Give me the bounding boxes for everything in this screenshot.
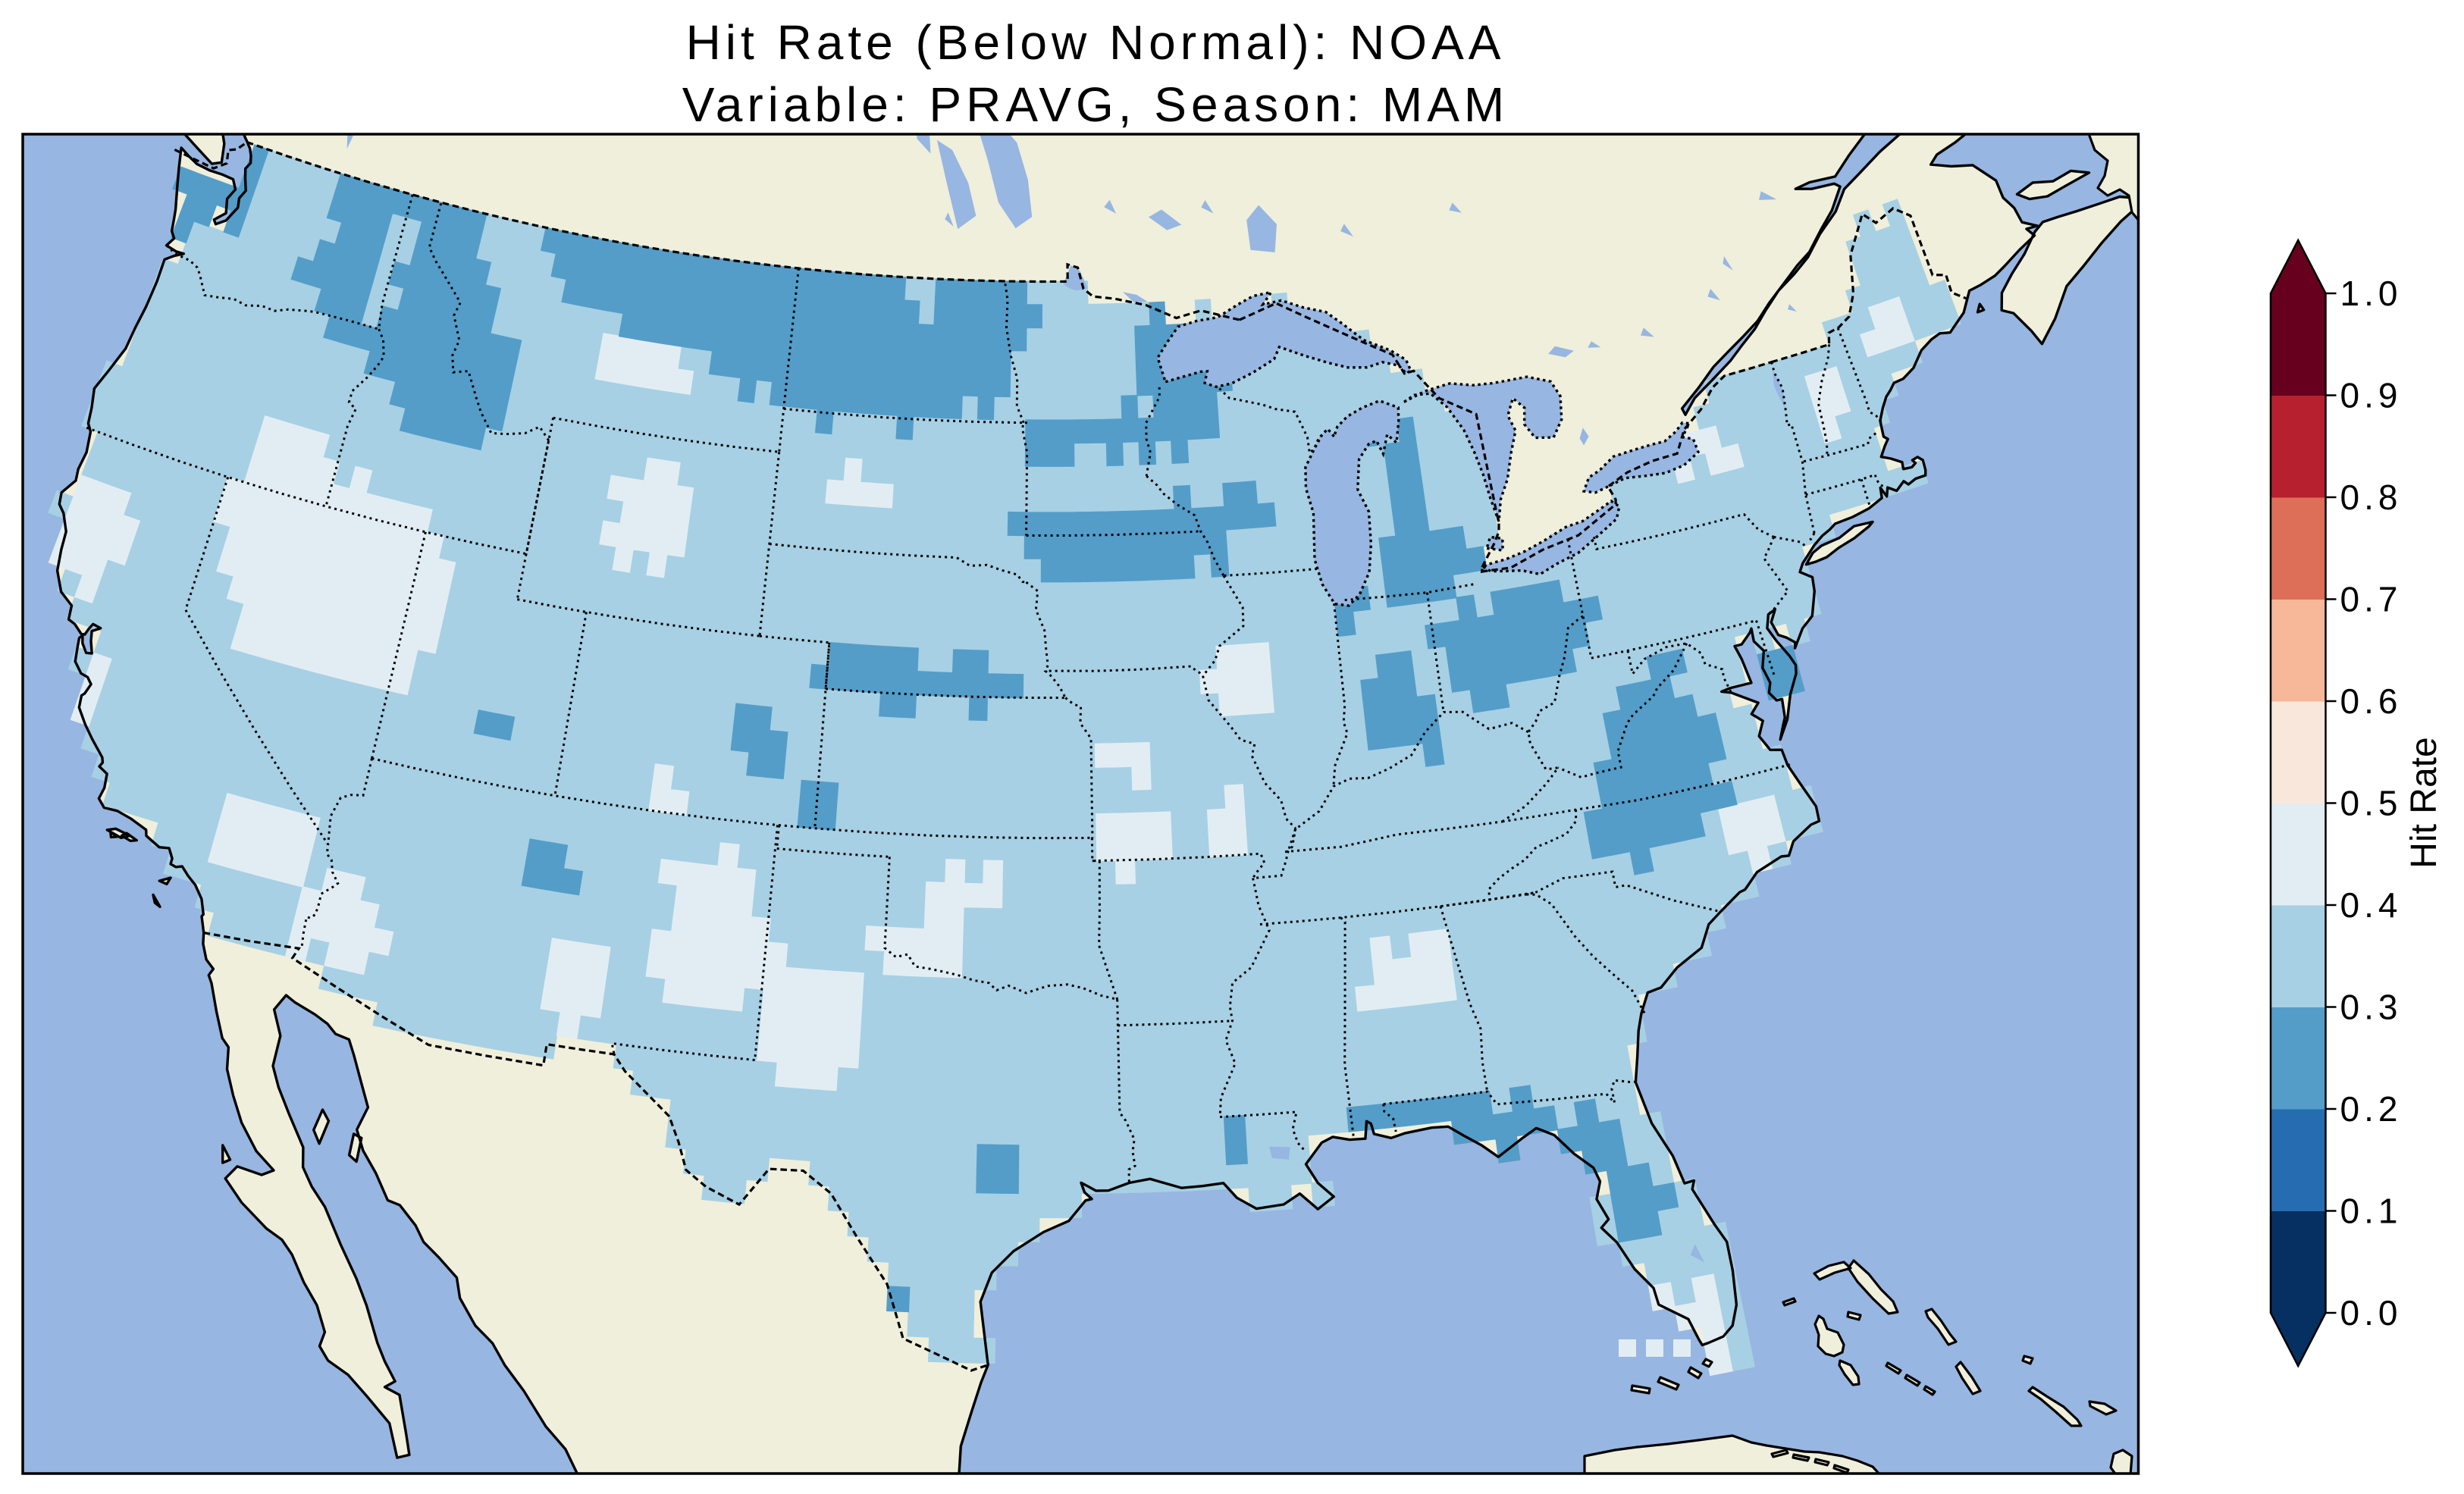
- svg-text:0.2: 0.2: [2340, 1089, 2403, 1129]
- svg-text:0.8: 0.8: [2340, 478, 2403, 517]
- svg-text:0.6: 0.6: [2340, 681, 2403, 721]
- svg-text:0.0: 0.0: [2340, 1293, 2403, 1333]
- svg-text:0.4: 0.4: [2340, 885, 2403, 925]
- svg-text:Variable: PRAVG, Season: MAM: Variable: PRAVG, Season: MAM: [682, 77, 1509, 132]
- svg-text:0.7: 0.7: [2340, 580, 2403, 619]
- svg-text:0.5: 0.5: [2340, 784, 2403, 823]
- svg-text:Hit Rate (Below Normal): NOAA: Hit Rate (Below Normal): NOAA: [686, 15, 1506, 70]
- svg-text:0.3: 0.3: [2340, 988, 2403, 1027]
- svg-text:1.0: 1.0: [2340, 274, 2403, 313]
- svg-text:0.1: 0.1: [2340, 1192, 2403, 1231]
- svg-text:0.9: 0.9: [2340, 376, 2403, 415]
- svg-text:Hit Rate: Hit Rate: [2404, 737, 2444, 868]
